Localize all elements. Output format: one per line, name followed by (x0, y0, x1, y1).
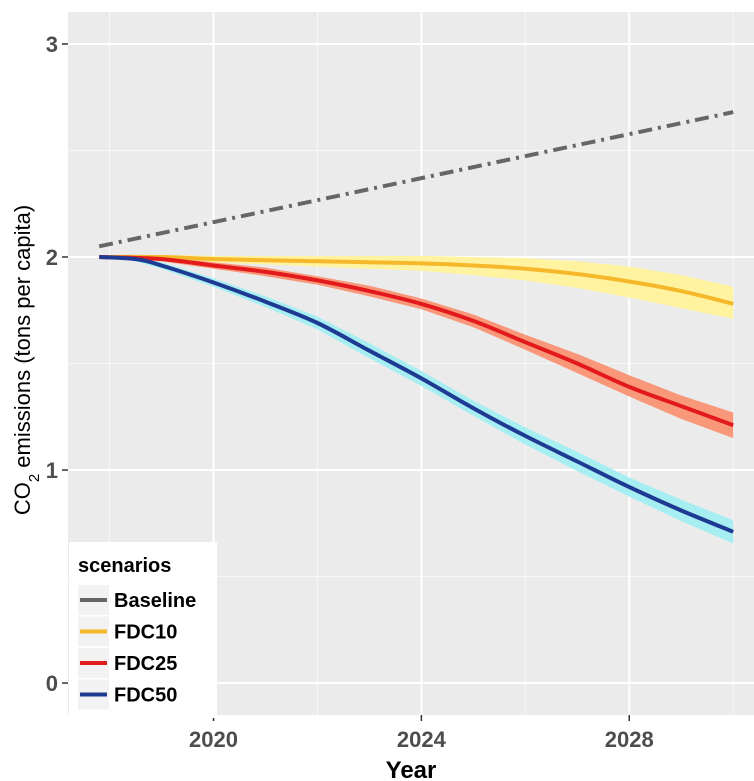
minor-gridlines (68, 12, 754, 715)
legend-title: scenarios (78, 555, 171, 577)
line-fdc50 (99, 255, 734, 534)
confidence-bands (99, 254, 734, 544)
legend: scenarios Baseline FDC10 FDC25 FDC50 (69, 542, 217, 718)
x-axis: 2020 2024 2028 (189, 715, 654, 752)
y-tick-label: 2 (46, 245, 58, 270)
y-axis: 0 1 2 3 (46, 32, 68, 696)
legend-label: FDC50 (114, 685, 177, 707)
x-tick-label: 2020 (189, 727, 238, 752)
legend-item-fdc50: FDC50 (78, 679, 177, 710)
legend-item-baseline: Baseline (78, 585, 196, 615)
y-tick-label: 0 (46, 671, 58, 696)
legend-label: FDC25 (114, 653, 177, 675)
line-baseline (98, 110, 734, 249)
band-fdc50 (99, 257, 734, 544)
y-tick-label: 3 (46, 32, 58, 57)
legend-items: Baseline FDC10 FDC25 FDC50 (78, 585, 196, 710)
x-tick-label: 2028 (605, 727, 654, 752)
y-axis-title: CO2 emissions (tons per capita) (10, 205, 43, 515)
line-fdc25 (99, 255, 734, 428)
legend-item-fdc10: FDC10 (78, 616, 177, 647)
legend-label: Baseline (114, 590, 196, 612)
y-tick-label: 1 (46, 458, 58, 483)
legend-item-fdc25: FDC25 (78, 648, 177, 678)
legend-label: FDC10 (114, 622, 177, 644)
x-tick-label: 2024 (397, 727, 447, 752)
series-lines (98, 110, 734, 534)
band-fdc10 (99, 254, 734, 319)
x-axis-title: Year (386, 757, 437, 781)
line-fdc10 (99, 254, 734, 306)
